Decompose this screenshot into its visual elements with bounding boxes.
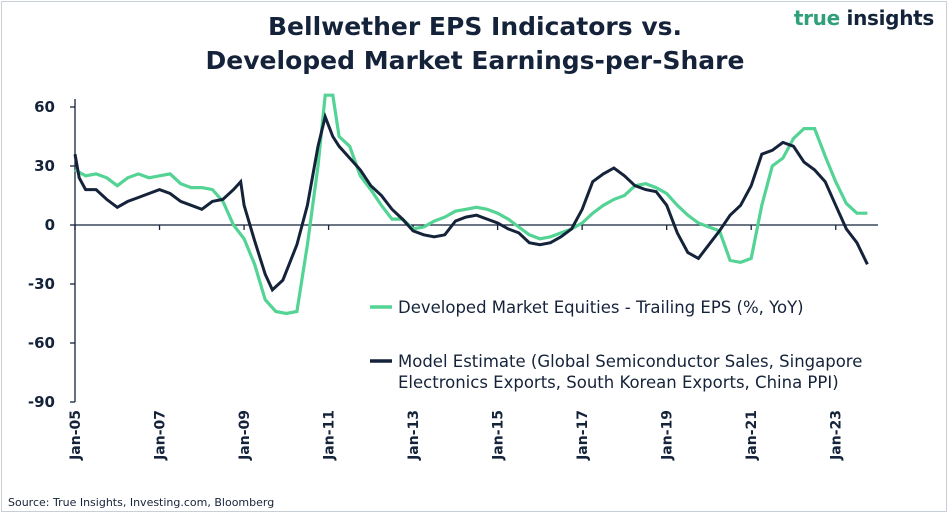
brand-logo: true insights bbox=[794, 6, 934, 30]
x-tick-label: Jan-19 bbox=[660, 410, 676, 461]
x-tick-label: Jan-05 bbox=[68, 410, 84, 461]
x-tick-label: Jan-15 bbox=[491, 410, 507, 461]
brand-logo-part1: true bbox=[793, 6, 840, 30]
series-line-eps bbox=[74, 93, 868, 316]
title-line-1: Bellwether EPS Indicators vs. bbox=[267, 12, 682, 41]
y-tick-label: -30 bbox=[28, 275, 55, 293]
x-tick-label: Jan-13 bbox=[406, 410, 422, 461]
legend-label: Electronics Exports, South Korean Export… bbox=[398, 373, 839, 392]
x-tick-label: Jan-23 bbox=[829, 410, 845, 461]
x-tick-label: Jan-17 bbox=[575, 410, 591, 461]
title-line-2: Developed Market Earnings-per-Share bbox=[205, 46, 745, 75]
y-tick-label: 60 bbox=[34, 98, 55, 116]
y-tick-label: -60 bbox=[28, 334, 55, 352]
legend-label: Model Estimate (Global Semiconductor Sal… bbox=[398, 352, 862, 371]
y-tick-label: -90 bbox=[28, 393, 55, 411]
y-tick-label: 0 bbox=[45, 216, 55, 234]
source-note: Source: True Insights, Investing.com, Bl… bbox=[8, 496, 275, 509]
series-line-model bbox=[73, 111, 869, 293]
legend-label: Developed Market Equities - Trailing EPS… bbox=[398, 298, 804, 317]
chart-title: Bellwether EPS Indicators vs. Developed … bbox=[0, 10, 950, 78]
x-tick-label: Jan-11 bbox=[322, 410, 338, 461]
x-tick-label: Jan-21 bbox=[744, 410, 760, 461]
x-tick-label: Jan-07 bbox=[153, 410, 169, 461]
brand-logo-part2: insights bbox=[839, 6, 935, 30]
x-tick-label: Jan-09 bbox=[237, 410, 253, 461]
y-tick-label: 30 bbox=[34, 157, 55, 175]
